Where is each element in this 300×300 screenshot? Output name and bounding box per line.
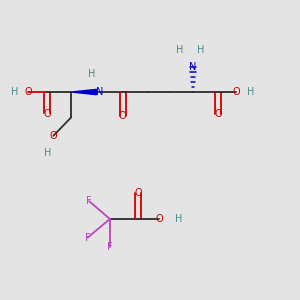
Text: O: O	[24, 87, 32, 97]
Text: F: F	[85, 233, 90, 243]
Polygon shape	[71, 89, 97, 95]
Text: O: O	[119, 111, 127, 121]
Text: N: N	[96, 87, 103, 97]
Text: O: O	[50, 131, 57, 141]
Text: H: H	[197, 45, 204, 56]
Text: H: H	[248, 87, 255, 97]
Text: F: F	[86, 196, 92, 206]
Text: O: O	[232, 87, 240, 97]
Text: H: H	[44, 148, 51, 158]
Text: O: O	[44, 109, 51, 119]
Text: H: H	[176, 45, 183, 56]
Text: O: O	[155, 214, 163, 224]
Text: H: H	[175, 214, 182, 224]
Text: O: O	[214, 109, 222, 119]
Text: F: F	[107, 242, 113, 252]
Text: H: H	[88, 69, 96, 79]
Text: H: H	[11, 87, 19, 97]
Text: N: N	[189, 62, 197, 72]
Text: O: O	[134, 188, 142, 198]
